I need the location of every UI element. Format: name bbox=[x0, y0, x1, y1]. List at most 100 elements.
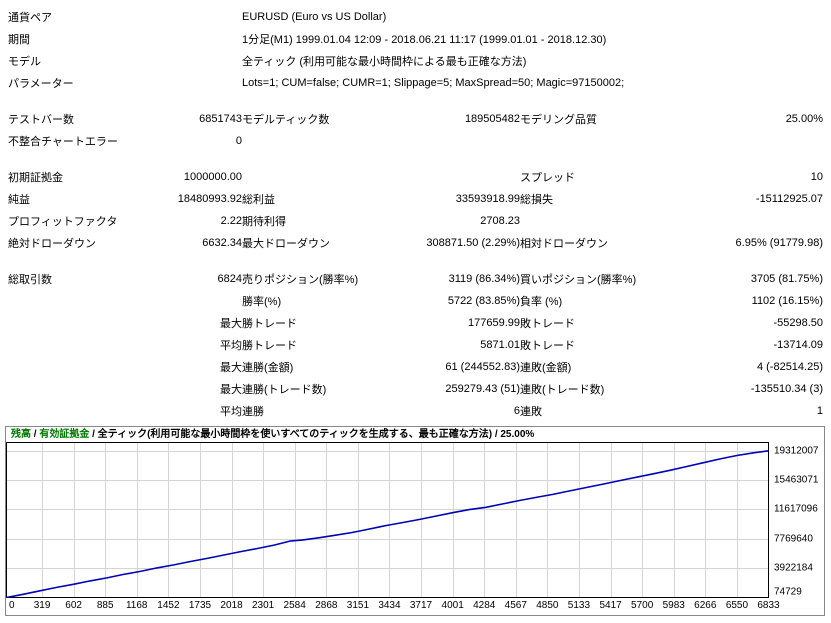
y-axis-label: 74729 bbox=[774, 586, 802, 598]
report-value: 最大 bbox=[220, 318, 242, 330]
report-row: 勝率(%) 5722 (83.85%) 負率 (%) 1102 (16.15%) bbox=[8, 290, 823, 312]
x-axis-label: 3434 bbox=[378, 600, 401, 611]
y-axis-labels: 74729 3922184 7769640 11617096 15463071 19312… bbox=[769, 442, 822, 598]
x-axis-label: 319 bbox=[33, 600, 51, 611]
balance-curve bbox=[6, 450, 769, 598]
report-label: 買いポジション(勝率%) bbox=[520, 274, 637, 286]
report-label: モデリング品質 bbox=[520, 114, 597, 126]
report-label: スプレッド bbox=[520, 172, 575, 184]
report-label: モデルティック数 bbox=[242, 114, 330, 126]
x-axis-label: 1735 bbox=[188, 600, 212, 611]
plot-border bbox=[6, 442, 769, 598]
x-axis-label: 2301 bbox=[251, 600, 275, 611]
report-label bbox=[520, 130, 668, 152]
x-axis-label: 3151 bbox=[346, 600, 370, 611]
report-label: プロフィットファクタ bbox=[8, 216, 118, 228]
chart-plot-area: 74729 3922184 7769640 11617096 15463071 19312… bbox=[6, 442, 824, 598]
y-axis-label: 3922184 bbox=[774, 562, 813, 574]
report-row: 総取引数 6824 売りポジション(勝率%) 3119 (86.34%) 買いポジション… bbox=[8, 268, 823, 290]
report-value: 4 (-82514.25) bbox=[756, 361, 823, 373]
report-value: 61 (244552.83) bbox=[445, 361, 520, 373]
report-label: 連勝(トレード数) bbox=[242, 384, 327, 396]
x-axis-label: 5700 bbox=[631, 600, 654, 611]
report-label bbox=[8, 378, 158, 400]
report-label: 総損失 bbox=[520, 194, 553, 206]
report-value: 最大 bbox=[220, 384, 242, 396]
report-label bbox=[8, 312, 158, 334]
report-value: Lots=1; CUM=false; CUMR=1; Slippage=5; M… bbox=[242, 77, 625, 89]
report-value: 10 bbox=[810, 171, 823, 183]
report-row: 初期証拠金 1000000.00 スプレッド 10 bbox=[8, 166, 823, 188]
report-label: 不整合チャートエラー bbox=[8, 136, 118, 148]
spacer-cell bbox=[8, 254, 823, 268]
report-row: 絶対ドローダウン 6632.34 最大ドローダウン 308871.50 (2.29%)… bbox=[8, 232, 823, 254]
report-row: モデル 全ティック (利用可能な最小時間枠による最も正確な方法) bbox=[8, 50, 823, 72]
chart-caption-part: 有効証拠金 bbox=[39, 429, 90, 440]
x-axis-labels: 0 319 602 885 1168 1452 1735 2018 2301 2584 2868 31… bbox=[6, 598, 780, 614]
x-axis-label: 6833 bbox=[757, 600, 780, 611]
report-label: 期間 bbox=[8, 34, 30, 46]
x-axis-label: 2868 bbox=[315, 600, 338, 611]
report-label: 純益 bbox=[8, 194, 30, 206]
report-value: 2708.23 bbox=[480, 215, 520, 227]
report-row: 最大 勝トレード 177659.99 敗トレード -55298.50 bbox=[8, 312, 823, 334]
report-value: -55298.50 bbox=[773, 317, 823, 329]
report-label: 期待利得 bbox=[242, 216, 286, 228]
report-row: 平均 勝トレード 5871.01 敗トレード -13714.09 bbox=[8, 334, 823, 356]
x-axis-label: 6266 bbox=[694, 600, 717, 611]
spacer-cell bbox=[8, 152, 823, 166]
report-label bbox=[242, 130, 387, 152]
report-value: -13714.09 bbox=[773, 339, 823, 351]
report-value: 5722 (83.85%) bbox=[447, 295, 520, 307]
spacer-row bbox=[8, 94, 823, 108]
report-label: 売りポジション(勝率%) bbox=[242, 274, 359, 286]
report-value: 2.22 bbox=[220, 215, 242, 227]
x-axis-label: 5133 bbox=[567, 600, 591, 611]
y-axis-label: 7769640 bbox=[774, 533, 813, 545]
report-label: 敗トレード bbox=[520, 318, 575, 330]
report-value: 5871.01 bbox=[480, 339, 520, 351]
report-label bbox=[8, 290, 158, 312]
report-label bbox=[8, 334, 158, 356]
report-row: 不整合チャートエラー 0 bbox=[8, 130, 823, 152]
report-label: 敗トレード bbox=[520, 340, 575, 352]
x-axis-label: 1168 bbox=[125, 600, 148, 611]
report-label: 勝トレード bbox=[242, 340, 297, 352]
report-value: 18480993.92 bbox=[177, 193, 242, 205]
balance-curve-plot bbox=[6, 442, 769, 598]
report-value: 308871.50 (2.29%) bbox=[426, 237, 520, 249]
report-label: 相対ドローダウン bbox=[520, 238, 608, 250]
report-row: プロフィットファクタ 2.22 期待利得 2708.23 bbox=[8, 210, 823, 232]
report-value bbox=[668, 130, 823, 152]
report-label: モデル bbox=[8, 56, 41, 68]
report-value: 6 bbox=[513, 405, 520, 417]
report-value: -135510.34 (3) bbox=[750, 383, 823, 395]
report-label: 絶対ドローダウン bbox=[8, 238, 96, 250]
x-axis-label: 4284 bbox=[473, 600, 496, 611]
report-value: 1分足(M1) 1999.01.04 12:09 - 2018.06.21 11… bbox=[242, 34, 607, 46]
report-value: 25.00% bbox=[785, 113, 823, 125]
report-value: 6824 bbox=[217, 273, 242, 285]
backtest-report-table: 通貨ペア EURUSD (Euro vs US Dollar) 期間 1分足(M1) … bbox=[8, 6, 823, 422]
report-value: -15112925.07 bbox=[755, 193, 823, 205]
report-value: 平均 bbox=[220, 406, 242, 418]
report-label bbox=[242, 166, 387, 188]
report-value bbox=[387, 130, 520, 152]
report-value bbox=[387, 166, 520, 188]
report-value: 259279.43 (51) bbox=[445, 383, 520, 395]
report-label: 勝率(%) bbox=[242, 296, 282, 308]
report-value bbox=[668, 210, 823, 232]
report-table-body: 通貨ペア EURUSD (Euro vs US Dollar) 期間 1分足(M1) … bbox=[8, 6, 823, 422]
report-label: テストバー数 bbox=[8, 114, 74, 126]
x-axis-label: 4567 bbox=[504, 600, 527, 611]
report-value: 平均 bbox=[220, 340, 242, 352]
report-label: 負率 (%) bbox=[520, 296, 563, 308]
report-value: 0 bbox=[235, 135, 242, 147]
spacer-row bbox=[8, 152, 823, 166]
chart-caption: 残高 / 有効証拠金 / 全ティック(利用可能な最小時間枠を使いすべてのティック… bbox=[6, 427, 824, 442]
y-axis-label: 15463071 bbox=[774, 474, 819, 486]
chart-caption-part: / 全ティック(利用可能な最小時間枠を使いすべてのティックを生成する、最も正確な… bbox=[89, 429, 535, 440]
report-value bbox=[158, 290, 242, 312]
report-label: 勝トレード bbox=[242, 318, 297, 330]
chart-caption-part: 残高 bbox=[11, 429, 31, 440]
